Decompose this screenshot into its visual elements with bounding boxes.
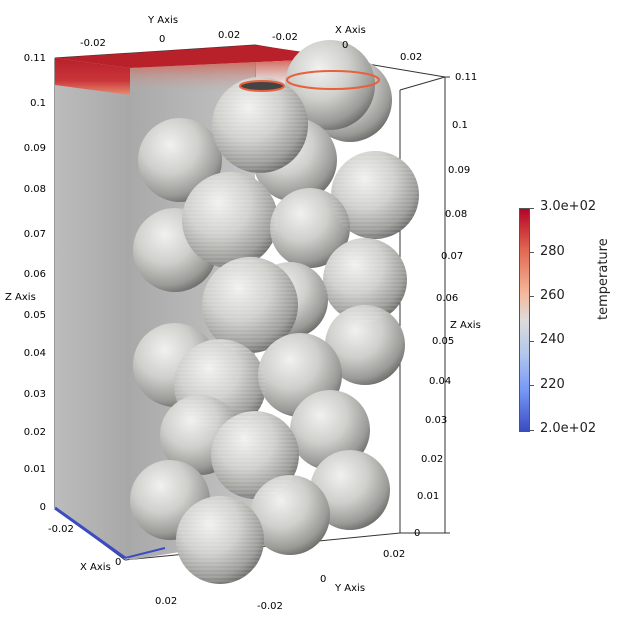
z-axis-left-tick: 0.08	[23, 184, 46, 195]
z-axis-right-tick: 0.11	[455, 72, 478, 83]
sphere	[325, 305, 405, 385]
sphere-cut-ring	[239, 80, 285, 92]
x-axis-top-tick: 0.02	[400, 52, 423, 63]
z-axis-right-tick: 0.08	[445, 209, 468, 220]
x-axis-top-tick: 0	[342, 40, 349, 51]
hot-top-cap	[55, 45, 345, 68]
colorbar-label: 280	[540, 244, 565, 259]
z-axis-right-tick: 0.06	[436, 293, 459, 304]
x-axis-bottom-tick: -0.02	[48, 524, 74, 535]
sphere-cut-ring	[286, 70, 380, 90]
z-axis-left-tick: 0.1	[30, 98, 46, 109]
z-axis-right-tick: 0.03	[425, 415, 448, 426]
y-axis-bottom-tick: 0.02	[383, 549, 406, 560]
colorbar-label: 260	[540, 288, 565, 303]
z-axis-left-tick: 0.11	[23, 53, 46, 64]
z-axis-right-tick: 0.04	[429, 376, 452, 387]
z-axis-left-tick: 0.09	[23, 143, 46, 154]
x-axis-top-title: X Axis	[335, 25, 366, 36]
z-axis-left-tick: 0.03	[23, 389, 46, 400]
z-axis-right-tick: 0.09	[448, 165, 471, 176]
colorbar-label: 3.0e+02	[540, 199, 597, 214]
z-axis-left-tick: 0.01	[23, 464, 46, 475]
y-axis-top-tick: 0	[159, 34, 166, 45]
sphere	[138, 118, 222, 202]
colorbar-label: 240	[540, 332, 565, 347]
z-axis-left-title: Z Axis	[5, 292, 36, 303]
y-axis-top-title: Y Axis	[148, 15, 179, 26]
y-axis-bottom-tick: -0.02	[257, 601, 283, 612]
sphere	[270, 188, 350, 268]
z-axis-right-tick: 0.01	[417, 491, 440, 502]
z-axis-left-tick: 0.04	[23, 348, 46, 359]
z-axis-left-tick: 0.07	[23, 229, 46, 240]
z-axis-right-title: Z Axis	[450, 320, 481, 331]
x-axis-bottom-tick: 0	[115, 557, 122, 568]
sphere	[285, 40, 375, 130]
sphere	[310, 450, 390, 530]
colorbar-label: 2.0e+02	[540, 421, 597, 436]
box-side-wall	[55, 58, 130, 560]
z-axis-left-tick: 0.06	[23, 269, 46, 280]
y-axis-bottom-tick: 0	[320, 574, 327, 585]
z-axis-right-tick: 0.1	[452, 120, 468, 131]
colorbar-title: temperature	[596, 238, 611, 320]
z-axis-right-tick: 0.02	[421, 454, 444, 465]
z-axis-left-tick: 0.05	[23, 310, 46, 321]
z-axis-left-tick: 0	[39, 502, 46, 513]
x-axis-top-tick: -0.02	[272, 32, 298, 43]
colorbar	[519, 208, 530, 432]
y-axis-top-tick: 0.02	[218, 30, 241, 41]
x-axis-bottom-title: X Axis	[80, 562, 111, 573]
sphere-pack	[130, 40, 419, 584]
y-axis-bottom-title: Y Axis	[335, 583, 366, 594]
z-axis-right-ticks	[445, 76, 450, 534]
cold-bottom-edge	[54, 506, 126, 560]
z-axis-right-tick: 0.07	[441, 251, 464, 262]
colorbar-label: 220	[540, 377, 565, 392]
hot-side-band	[55, 58, 130, 95]
x-axis-bottom-tick: 0.02	[155, 596, 178, 607]
z-axis-right-tick: 0.05	[432, 336, 455, 347]
y-axis-top-tick: -0.02	[80, 38, 106, 49]
z-axis-right-tick: 0	[414, 528, 421, 539]
z-axis-left-tick: 0.02	[23, 427, 46, 438]
